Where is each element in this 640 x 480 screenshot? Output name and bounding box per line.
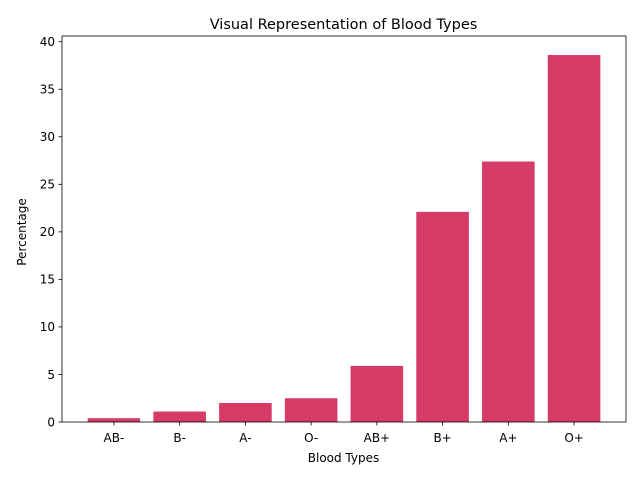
y-tick-label: 35 <box>40 83 55 97</box>
bar-apos <box>482 161 535 422</box>
x-tick-label: A- <box>239 431 251 445</box>
y-axis-label: Percentage <box>15 198 29 266</box>
bar-bneg <box>153 411 206 422</box>
bar-oneg <box>284 398 338 422</box>
bar-aneg <box>219 402 272 422</box>
x-tick-label: B- <box>173 431 186 445</box>
y-tick-label: 5 <box>47 368 55 382</box>
x-axis-label: Blood Types <box>308 451 380 465</box>
y-tick-label: 40 <box>40 35 55 49</box>
plot-frame <box>61 35 627 423</box>
x-tick-label: A+ <box>499 431 517 445</box>
x-axis: AB- B- A- O- AB+ B+ A+ O+ <box>104 422 584 445</box>
x-tick-label: O- <box>304 431 318 445</box>
x-tick-label: O+ <box>564 431 584 445</box>
bar-opos <box>547 55 601 423</box>
x-tick-label: B+ <box>433 431 451 445</box>
x-tick-label: AB- <box>104 431 125 445</box>
bars-group <box>87 55 601 423</box>
y-tick-label: 25 <box>40 178 55 192</box>
y-tick-label: 15 <box>40 273 55 287</box>
bar-abneg <box>87 418 141 422</box>
plot-spines <box>61 35 627 423</box>
y-tick-label: 0 <box>47 415 55 429</box>
chart-title: Visual Representation of Blood Types <box>210 17 478 33</box>
y-tick-label: 10 <box>40 320 55 334</box>
y-tick-label: 20 <box>40 225 55 239</box>
y-axis: 0 5 10 15 20 25 30 35 40 <box>40 35 62 429</box>
x-tick-label: AB+ <box>364 431 391 445</box>
bar-abpos <box>350 365 404 422</box>
bar-bpos <box>416 211 469 422</box>
y-tick-label: 30 <box>40 130 55 144</box>
